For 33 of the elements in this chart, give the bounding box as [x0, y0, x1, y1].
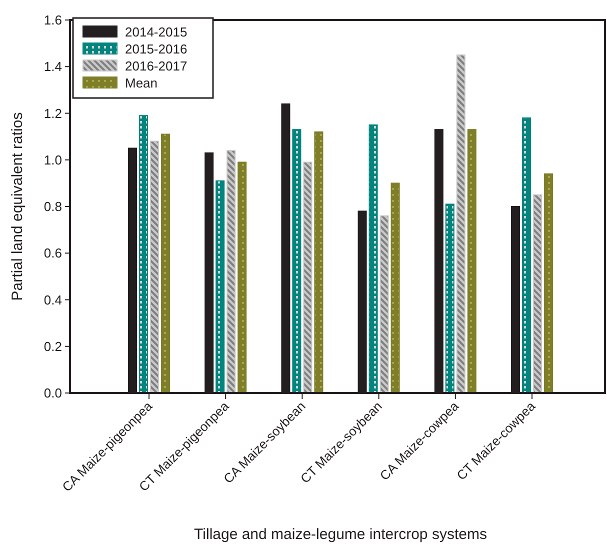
- bar: [522, 117, 531, 394]
- bar: [533, 194, 542, 394]
- y-tick-label: 1.0: [44, 152, 62, 168]
- y-tick-label: 1.4: [44, 59, 62, 74]
- bar: [445, 204, 454, 394]
- bar: [456, 54, 466, 394]
- y-axis-title: Partial land equivalent ratios: [9, 112, 26, 301]
- x-axis-title: Tillage and maize-legume intercrop systems: [194, 526, 487, 543]
- y-tick-label: 0.4: [44, 292, 62, 308]
- legend-label: Mean: [125, 76, 158, 91]
- bar: [216, 180, 225, 394]
- y-tick-label: 1.2: [44, 106, 62, 121]
- y-tick-label: 0.2: [44, 338, 62, 354]
- bar: [314, 131, 324, 394]
- y-tick-label: 1.6: [44, 12, 62, 28]
- y-tick-label: 0.0: [44, 386, 62, 401]
- bar: [238, 162, 247, 394]
- legend-label: 2015-2016: [125, 42, 188, 57]
- bar: [380, 215, 389, 394]
- bar: [544, 173, 553, 394]
- legend-label: 2016-2017: [125, 58, 188, 74]
- bar: [467, 129, 476, 394]
- y-tick-label: 0.6: [44, 246, 62, 261]
- bar: [292, 129, 302, 394]
- bar: [390, 182, 400, 394]
- bar: [368, 124, 378, 394]
- bar: [161, 134, 170, 394]
- bar: [226, 150, 236, 394]
- bar: [139, 115, 148, 394]
- bar: [150, 140, 159, 394]
- bar: [303, 162, 312, 394]
- legend-label: 2014-2015: [125, 24, 188, 40]
- y-tick-label: 0.8: [44, 199, 62, 214]
